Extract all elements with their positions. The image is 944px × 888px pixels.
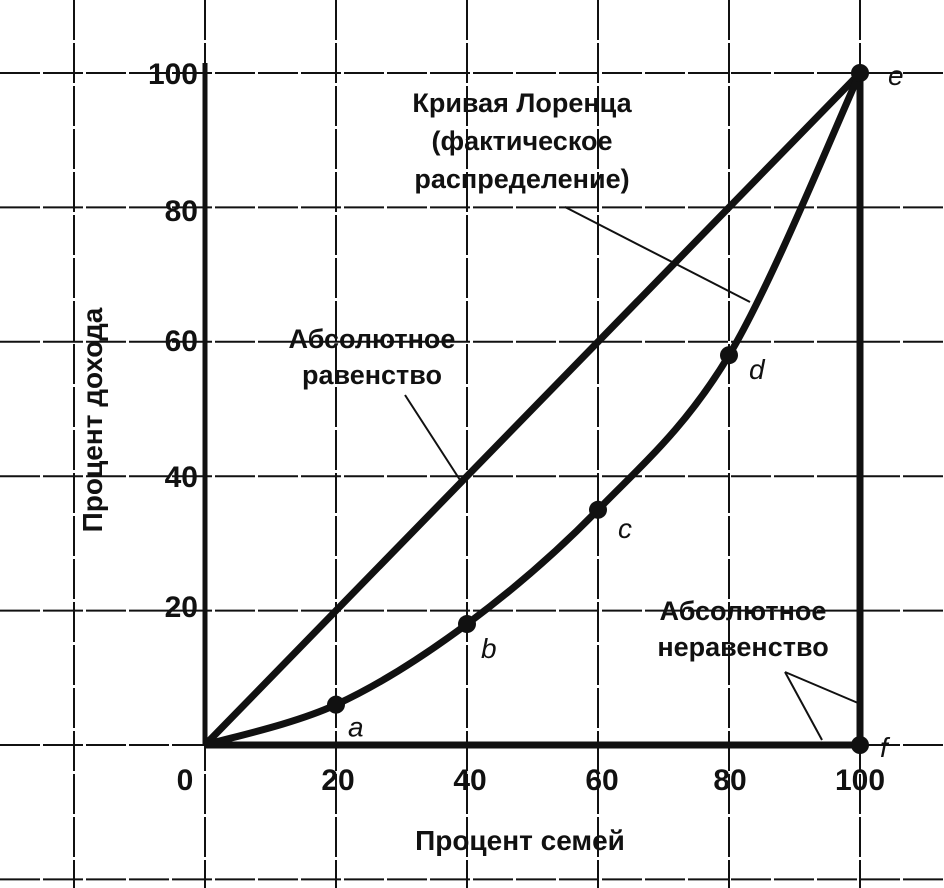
- point-label-e: e: [888, 60, 904, 91]
- x-axis-label: Процент семей: [415, 825, 625, 856]
- inequality-leader-vertical: [784, 671, 859, 704]
- svg-text:распределение): распределение): [414, 164, 629, 194]
- y-tick-labels: 20 40 60 80 100: [148, 58, 198, 624]
- data-points: a b c d e f: [327, 60, 904, 763]
- y-tick-100: 100: [148, 58, 198, 91]
- annotation-lorenz: Кривая Лоренца (фактическое распределени…: [412, 88, 632, 194]
- point-label-b: b: [481, 633, 497, 664]
- point-f: [851, 736, 869, 754]
- equality-leader: [404, 394, 461, 481]
- y-tick-20: 20: [165, 591, 198, 624]
- y-tick-60: 60: [165, 325, 198, 358]
- inequality-leader-horizontal: [784, 671, 823, 741]
- y-tick-40: 40: [165, 461, 198, 494]
- x-tick-100: 100: [835, 764, 885, 797]
- x-tick-60: 60: [585, 764, 618, 797]
- svg-text:равенство: равенство: [302, 360, 442, 390]
- lorenz-leader: [564, 206, 751, 303]
- point-c: [589, 500, 607, 519]
- y-axis-label: Процент дохода: [77, 307, 108, 532]
- point-label-a: a: [348, 712, 364, 743]
- svg-text:Кривая Лоренца: Кривая Лоренца: [412, 88, 632, 118]
- x-tick-labels: 0 20 40 60 80 100: [177, 764, 885, 797]
- x-tick-0: 0: [177, 764, 194, 797]
- point-label-c: c: [618, 513, 632, 544]
- svg-text:Абсолютное: Абсолютное: [660, 596, 827, 626]
- x-tick-40: 40: [453, 764, 486, 797]
- svg-text:Абсолютное: Абсолютное: [289, 324, 456, 354]
- point-d: [720, 346, 738, 365]
- y-tick-80: 80: [165, 195, 198, 228]
- svg-text:(фактическое: (фактическое: [432, 126, 613, 156]
- point-b: [458, 615, 476, 634]
- point-label-d: d: [749, 354, 766, 385]
- x-tick-80: 80: [713, 764, 746, 797]
- annotation-inequality: Абсолютное неравенство: [657, 596, 828, 662]
- annotation-leaders: [404, 206, 859, 741]
- x-tick-20: 20: [321, 764, 354, 797]
- equality-line: [202, 70, 863, 748]
- point-label-f: f: [880, 732, 891, 763]
- point-e: [851, 64, 869, 82]
- annotation-equality: Абсолютное равенство: [289, 324, 456, 390]
- svg-text:неравенство: неравенство: [657, 632, 828, 662]
- point-a: [327, 695, 345, 714]
